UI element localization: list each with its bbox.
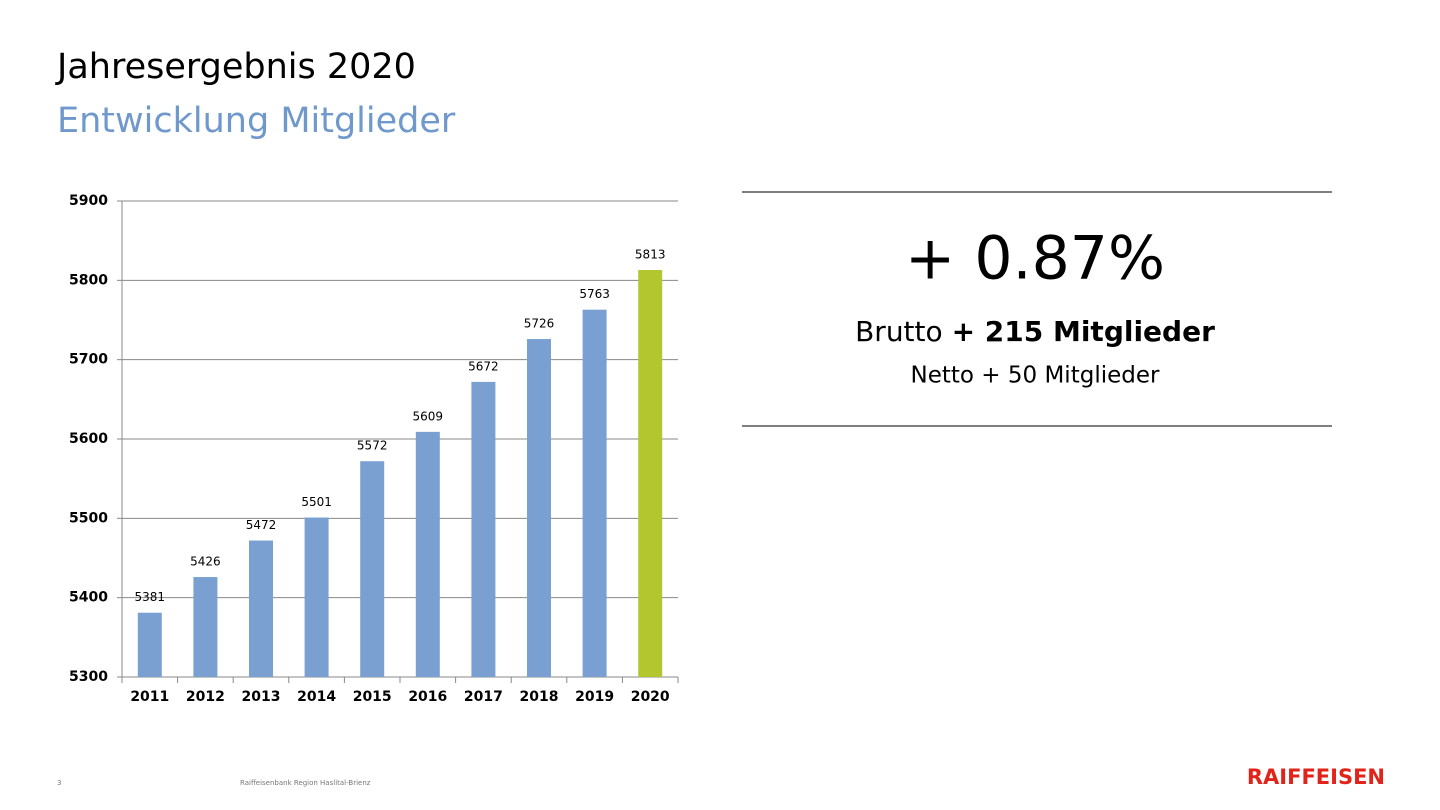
change-figure: + 0.87% bbox=[905, 224, 1165, 294]
brutto-line: Brutto + 215 Mitglieder bbox=[855, 315, 1215, 348]
data-label: 5763 bbox=[579, 287, 610, 301]
x-tick-label: 2016 bbox=[408, 689, 447, 705]
brutto-label: Brutto bbox=[855, 315, 943, 348]
bar bbox=[193, 577, 218, 677]
bar bbox=[582, 309, 607, 677]
bar bbox=[527, 339, 551, 677]
y-tick-label: 5700 bbox=[69, 352, 108, 368]
data-label: 5472 bbox=[246, 518, 277, 532]
y-tick-label: 5400 bbox=[69, 590, 108, 606]
x-tick-label: 2012 bbox=[186, 689, 225, 705]
data-label: 5672 bbox=[468, 359, 499, 373]
bar bbox=[304, 517, 329, 677]
data-label: 5609 bbox=[413, 409, 444, 423]
data-label: 5813 bbox=[635, 248, 666, 262]
y-tick-label: 5300 bbox=[69, 669, 108, 685]
y-tick-label: 5900 bbox=[69, 193, 108, 209]
data-label: 5572 bbox=[357, 439, 388, 453]
page-number: 3 bbox=[57, 779, 61, 787]
title: Jahresergebnis 2020 bbox=[55, 47, 416, 87]
bar bbox=[249, 540, 273, 677]
y-tick-label: 5600 bbox=[69, 431, 108, 447]
data-label: 5501 bbox=[301, 495, 332, 509]
x-tick-label: 2015 bbox=[353, 689, 392, 705]
x-tick-label: 2019 bbox=[575, 689, 614, 705]
x-tick-label: 2020 bbox=[631, 689, 670, 705]
netto-line: Netto + 50 Mitglieder bbox=[911, 363, 1160, 389]
x-tick-label: 2011 bbox=[130, 689, 169, 705]
data-label: 5726 bbox=[524, 317, 555, 331]
x-tick-label: 2017 bbox=[464, 689, 503, 705]
bar bbox=[137, 612, 162, 677]
data-label: 5381 bbox=[135, 590, 166, 604]
bar bbox=[471, 381, 496, 677]
bar bbox=[415, 431, 440, 677]
x-tick-label: 2018 bbox=[520, 689, 559, 705]
y-tick-label: 5500 bbox=[69, 510, 108, 526]
brutto-value: + 215 Mitglieder bbox=[952, 315, 1216, 348]
bar bbox=[638, 270, 663, 677]
x-tick-label: 2013 bbox=[242, 689, 281, 705]
logo: RAIFFEISEN bbox=[1247, 765, 1385, 789]
x-tick-label: 2014 bbox=[297, 689, 336, 705]
y-tick-label: 5800 bbox=[69, 272, 108, 288]
data-label: 5426 bbox=[190, 555, 221, 569]
subtitle: Entwicklung Mitglieder bbox=[57, 101, 456, 141]
bar bbox=[360, 461, 385, 677]
footer-bank: Raiffeisenbank Region Haslital-Brienz bbox=[240, 779, 371, 787]
